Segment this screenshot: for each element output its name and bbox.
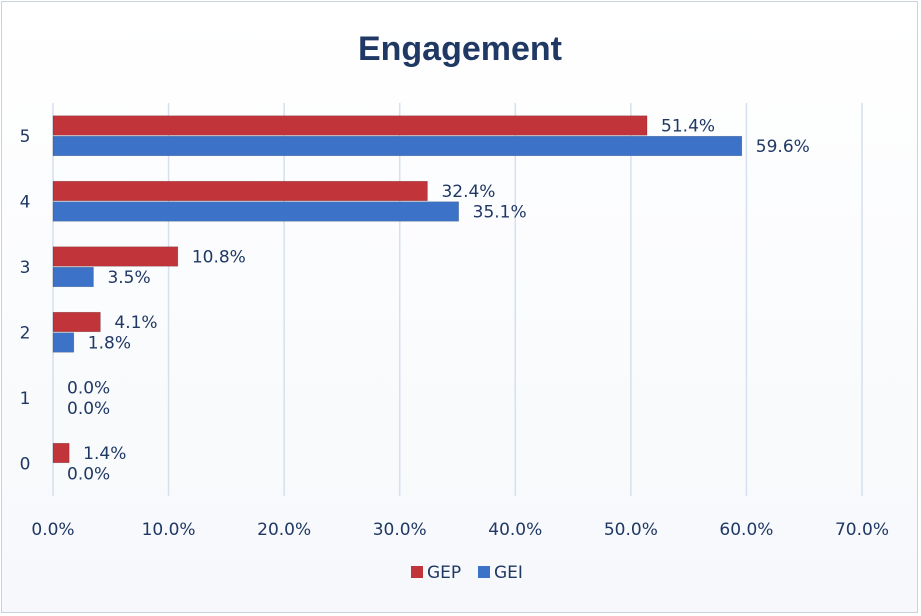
- data-labels: 51.4% 59.6% 32.4%35.1% 10.8% 3.5% 4.1%1.8% 0.0…: [67, 117, 810, 485]
- y-tick-label: 4: [20, 192, 31, 212]
- bar-gep: [52, 246, 179, 267]
- y-tick-label: 0: [20, 454, 31, 474]
- x-tick-label: 30.0%: [373, 520, 427, 540]
- data-label-gei: 35.1%: [473, 203, 527, 223]
- legend-label-gep: GEP: [427, 563, 461, 583]
- bar-gei: [52, 266, 94, 288]
- y-axis-ticks: 5 4 3 2 1 0: [20, 127, 31, 475]
- x-tick-label: 40.0%: [488, 520, 542, 540]
- y-tick-label: 5: [20, 127, 31, 147]
- x-tick-label: 70.0%: [835, 520, 889, 540]
- x-tick-label: 50.0%: [604, 520, 658, 540]
- x-tick-label: 20.0%: [257, 520, 311, 540]
- data-label-gei: 59.6%: [756, 137, 810, 157]
- y-tick-label: 3: [20, 258, 31, 278]
- data-label-gep: 1.4%: [83, 444, 126, 464]
- bar-gei: [52, 135, 743, 157]
- data-label-gep: 51.4%: [661, 117, 715, 137]
- bar-gei: [52, 332, 75, 353]
- bar-gep: [52, 311, 101, 333]
- data-label-gep: 32.4%: [441, 182, 495, 202]
- data-label-gei: 0.0%: [67, 465, 110, 485]
- data-label-gei: 3.5%: [107, 268, 150, 288]
- bar-gei: [52, 201, 459, 222]
- data-label-gei: 0.0%: [67, 399, 110, 419]
- bar-gep: [52, 115, 648, 136]
- legend-swatch-gei: [478, 566, 490, 578]
- legend-swatch-gep: [411, 566, 423, 578]
- data-label-gep: 4.1%: [114, 313, 157, 333]
- bar-gep: [52, 180, 428, 202]
- x-tick-label: 60.0%: [719, 520, 773, 540]
- bars: [52, 115, 743, 464]
- data-label-gep: 0.0%: [67, 379, 110, 399]
- x-axis-ticks: 0.0% 10.0% 20.0% 30.0% 40.0% 50.0% 60.0% 70.0%: [31, 520, 889, 540]
- legend-label-gei: GEI: [494, 563, 523, 583]
- x-tick-label: 0.0%: [31, 520, 74, 540]
- data-label-gei: 1.8%: [88, 334, 131, 354]
- data-label-gep: 10.8%: [192, 248, 246, 268]
- gridlines: [52, 103, 863, 496]
- y-tick-label: 1: [20, 389, 31, 409]
- x-tick-label: 10.0%: [142, 520, 196, 540]
- y-tick-label: 2: [20, 323, 31, 343]
- bar-gep: [52, 442, 70, 464]
- chart-title: Engagement: [358, 30, 562, 68]
- legend: GEP GEI: [411, 563, 523, 583]
